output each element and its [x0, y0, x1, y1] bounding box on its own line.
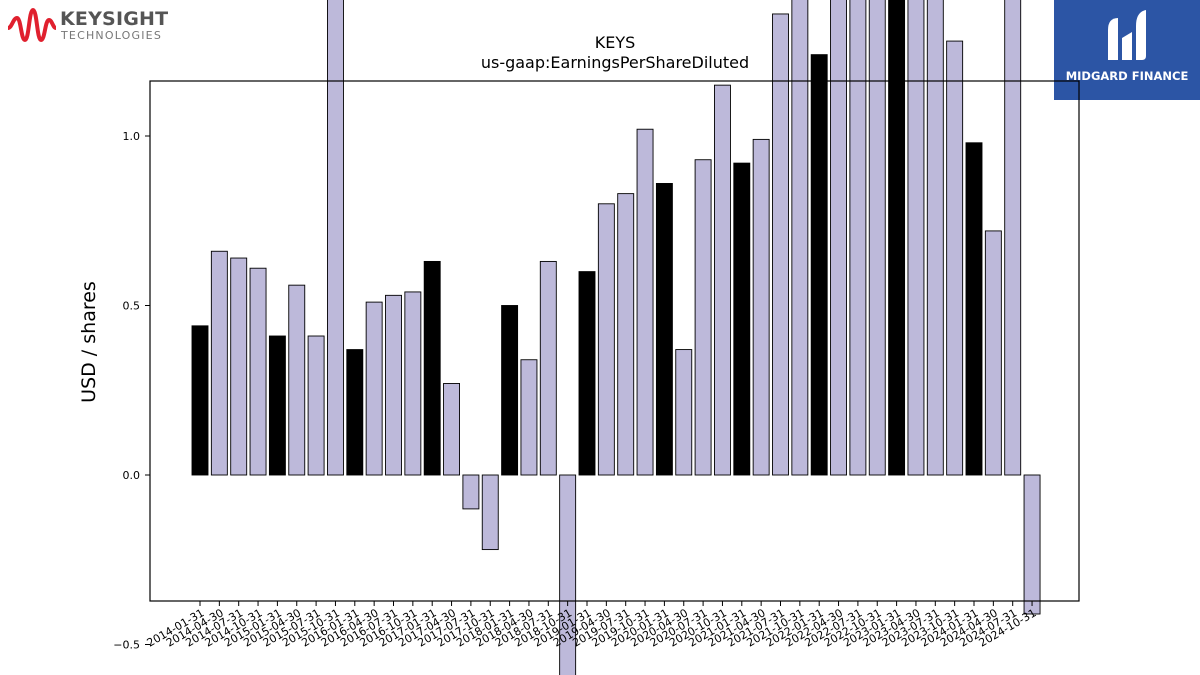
bar-2022-07-31	[849, 0, 867, 476]
bar-2021-10-31	[791, 0, 809, 476]
bar-2018-07-31	[539, 260, 557, 476]
bar-2017-10-31	[481, 474, 499, 551]
bar-2024-10-31	[1023, 474, 1041, 615]
mf-monogram-icon	[1108, 10, 1146, 60]
bar-2019-01-31	[578, 271, 596, 476]
bar-2016-07-31	[385, 294, 402, 476]
bar-2021-07-31	[772, 13, 789, 476]
bar-2019-10-31	[636, 128, 654, 476]
bar-2015-04-30	[288, 284, 306, 476]
bar-2014-07-31	[230, 257, 248, 476]
bar-2020-10-31	[714, 84, 731, 476]
bar-2023-01-31	[888, 0, 906, 476]
bar-2017-04-30	[443, 383, 460, 476]
midgard-finance-logo: MIDGARD FINANCE	[1054, 0, 1200, 100]
bar-2018-10-31	[559, 474, 577, 675]
bar-2017-07-31	[462, 474, 480, 510]
bar-2018-01-31	[501, 305, 519, 476]
bars-group	[191, 0, 1041, 675]
bar-2024-04-30	[984, 230, 1002, 476]
bar-2018-04-30	[520, 359, 538, 476]
logo-brand: KEYSIGHT	[60, 8, 169, 30]
bar-2016-04-30	[365, 301, 383, 476]
bar-2021-01-31	[733, 162, 751, 476]
logo-right-text: MIDGARD FINANCE	[1065, 69, 1189, 83]
bar-2016-10-31	[404, 291, 422, 476]
y-tick-label: −0.5	[113, 639, 140, 652]
bar-2015-10-31	[327, 0, 344, 476]
bar-2022-04-30	[830, 0, 847, 476]
y-axis: −0.50.00.51.01.52.0	[113, 130, 150, 652]
bar-2022-10-31	[868, 0, 886, 476]
bar-2020-04-30	[675, 349, 693, 476]
bar-2024-07-31	[1004, 0, 1022, 476]
bar-2014-10-31	[249, 267, 267, 476]
y-tick-label: 0.0	[123, 469, 141, 482]
chart-title: KEYS	[595, 33, 636, 52]
bar-2020-07-31	[694, 159, 712, 476]
bar-2023-04-30	[907, 0, 925, 476]
bar-2017-01-31	[423, 260, 441, 476]
bar-2016-01-31	[346, 349, 364, 476]
bar-2022-01-31	[810, 54, 828, 476]
plot-frame	[149, 80, 1080, 602]
y-axis-label: USD / shares	[78, 281, 100, 403]
wave-icon	[8, 8, 56, 43]
y-tick-label: 1.0	[123, 130, 141, 143]
bar-2015-07-31	[307, 335, 325, 476]
y-tick-label: 0.5	[123, 300, 141, 313]
keysight-logo: KEYSIGHT TECHNOLOGIES	[8, 6, 178, 46]
bar-2021-04-30	[752, 138, 770, 476]
bar-2023-07-31	[926, 0, 944, 476]
bar-2023-10-31	[946, 40, 964, 476]
x-axis: 2014-01-312014-04-302014-07-312014-10-31…	[145, 601, 1039, 650]
bar-2015-01-31	[268, 335, 286, 476]
bar-2014-01-31	[191, 325, 209, 476]
bar-2019-07-31	[617, 193, 635, 476]
logo-sub: TECHNOLOGIES	[61, 29, 163, 42]
bar-2019-04-30	[597, 203, 615, 476]
chart-subtitle: us-gaap:EarningsPerShareDiluted	[481, 53, 749, 72]
bar-2024-01-31	[965, 142, 983, 476]
bar-2014-04-30	[210, 250, 228, 476]
bar-2020-01-31	[655, 183, 673, 476]
